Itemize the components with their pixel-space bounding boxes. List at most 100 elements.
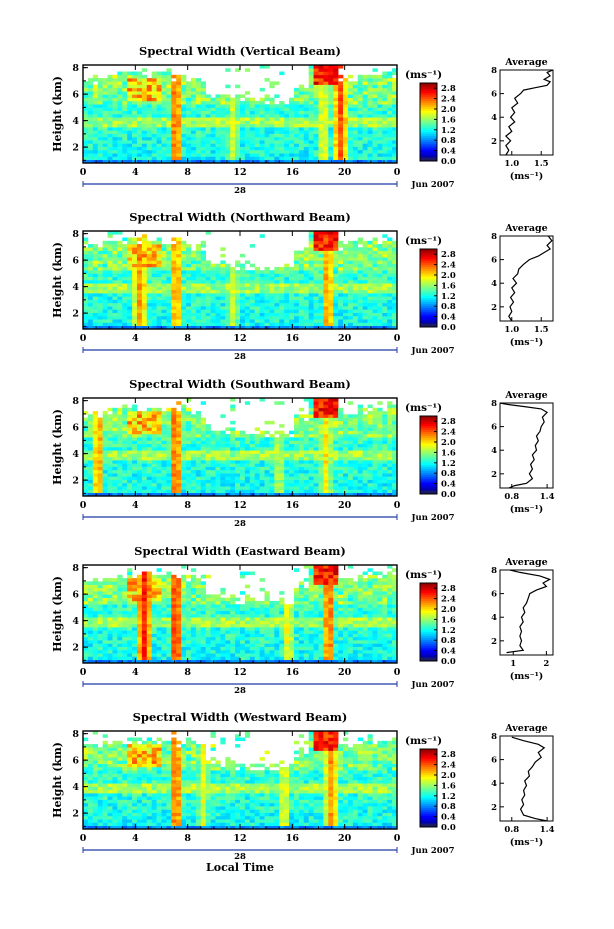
date-label: Jun 2007 (411, 346, 455, 356)
x-tick-label: 4 (132, 167, 139, 178)
average-title: Average (504, 390, 547, 401)
colorbar-tick-label: 1.6 (441, 115, 456, 125)
average-title: Average (504, 723, 547, 734)
date-label: Jun 2007 (411, 846, 455, 856)
x-tick-label: 20 (338, 833, 352, 844)
colorbar-tick-label: 2.8 (441, 417, 456, 427)
panel-4: Spectral Width (Eastward Beam) 2 4 6 8 Height… (51, 544, 554, 696)
panel-title: Spectral Width (Westward Beam) (133, 710, 348, 724)
x-tick-label: 0 (80, 500, 87, 511)
y-tick-label: 4 (72, 616, 79, 627)
day-label: 28 (234, 352, 246, 362)
y-tick-label: 6 (72, 423, 79, 434)
average-x-tick-label: 0.8 (504, 492, 519, 502)
average-x-label: (ms⁻¹) (510, 837, 544, 848)
colorbar-tick-label: 0.4 (441, 480, 456, 490)
colorbar-tick-label: 2.8 (441, 750, 456, 760)
average-y-tick-label: 8 (491, 566, 497, 576)
x-tick-label: 8 (184, 667, 191, 678)
x-tick-label: 8 (184, 167, 191, 178)
colorbar-tick-label: 0.0 (441, 157, 456, 167)
x-tick-label: 12 (233, 500, 246, 511)
average-frame (499, 235, 554, 322)
panel-1: Spectral Width (Vertical Beam) 2 4 6 8 Height… (51, 44, 554, 196)
x-tick-label: 4 (132, 500, 139, 511)
average-y-tick-label: 8 (491, 732, 497, 742)
x-tick-label: 0 (80, 667, 87, 678)
date-label: Jun 2007 (411, 680, 455, 690)
y-tick-label: 2 (72, 143, 79, 154)
colorbar-unit: (ms⁻¹) (405, 69, 442, 81)
y-axis-label: Height (km) (51, 742, 64, 818)
x-tick-label: 20 (338, 500, 352, 511)
colorbar-tick-label: 0.8 (441, 636, 456, 646)
y-tick-label: 6 (72, 256, 79, 267)
average-frame (499, 735, 554, 822)
average-title: Average (504, 557, 547, 568)
average-y-tick-label: 8 (491, 399, 497, 409)
colorbar-tick-label: 0.8 (441, 302, 456, 312)
x-tick-label: 0 (80, 833, 87, 844)
y-tick-label: 8 (72, 229, 79, 240)
colorbar-tick-label: 0.0 (441, 823, 456, 833)
y-axis-label: Height (km) (51, 409, 64, 485)
average-y-tick-label: 2 (491, 470, 497, 480)
y-tick-label: 2 (72, 476, 79, 487)
average-x-tick-label: 1.4 (540, 492, 555, 502)
y-tick-label: 6 (72, 90, 79, 101)
date-label: Jun 2007 (411, 513, 455, 523)
colorbar-tick-label: 1.2 (441, 459, 456, 469)
x-tick-label: 0 (394, 500, 401, 511)
x-tick-label: 0 (394, 333, 401, 344)
y-tick-label: 2 (72, 809, 79, 820)
x-tick-label: 16 (286, 667, 300, 678)
x-tick-label: 20 (338, 333, 352, 344)
average-x-tick-label: 1 (510, 659, 516, 669)
panel-title: Spectral Width (Northward Beam) (129, 210, 351, 224)
colorbar: 0.00.40.81.21.62.02.42.8 (419, 415, 456, 500)
colorbar-tick-label: 0.8 (441, 802, 456, 812)
x-tick-label: 16 (286, 833, 300, 844)
x-tick-label: 4 (132, 333, 139, 344)
average-y-tick-label: 4 (491, 446, 497, 456)
y-tick-label: 4 (72, 782, 79, 793)
x-tick-label: 8 (184, 333, 191, 344)
x-tick-label: 12 (233, 833, 246, 844)
colorbar-tick-label: 0.4 (441, 313, 456, 323)
colorbar-tick-label: 1.2 (441, 792, 456, 802)
x-axis-label: Local Time (206, 861, 274, 874)
average-x-label: (ms⁻¹) (510, 171, 544, 182)
day-label: 28 (234, 686, 246, 696)
y-tick-label: 2 (72, 309, 79, 320)
y-tick-label: 8 (72, 63, 79, 74)
average-x-label: (ms⁻¹) (510, 337, 544, 348)
panel-3: Spectral Width (Southward Beam) 2 4 6 8 Heigh… (51, 377, 555, 529)
average-profile-line (511, 736, 548, 822)
heatmap-cells (83, 731, 398, 830)
colorbar-tick-label: 2.0 (441, 438, 456, 448)
colorbar-tick-label: 2.4 (441, 595, 456, 605)
colorbar-tick-label: 2.4 (441, 95, 456, 105)
average-y-tick-label: 6 (491, 590, 497, 600)
colorbar-tick-label: 2.0 (441, 771, 456, 781)
average-frame (499, 402, 554, 489)
x-tick-label: 16 (286, 167, 300, 178)
y-tick-label: 4 (72, 116, 79, 127)
colorbar-tick-label: 0.0 (441, 323, 456, 333)
colorbar-tick-label: 1.6 (441, 615, 456, 625)
colorbar: 0.00.40.81.21.62.02.42.8 (419, 748, 456, 833)
colorbar-tick-label: 1.6 (441, 781, 456, 791)
y-axis-label: Height (km) (51, 76, 64, 152)
y-tick-label: 4 (72, 449, 79, 460)
average-panel: Average 2 4 6 8 1 2 (ms⁻¹) (491, 557, 554, 682)
x-tick-label: 16 (286, 333, 300, 344)
average-x-tick-label: 1.5 (534, 325, 549, 335)
x-tick-label: 20 (338, 167, 352, 178)
panel-title: Spectral Width (Southward Beam) (129, 377, 351, 391)
colorbar-frame (419, 415, 438, 495)
colorbar-tick-label: 2.0 (441, 105, 456, 115)
colorbar-tick-label: 2.0 (441, 271, 456, 281)
y-tick-label: 8 (72, 729, 79, 740)
x-tick-label: 12 (233, 167, 246, 178)
average-y-tick-label: 2 (491, 803, 497, 813)
